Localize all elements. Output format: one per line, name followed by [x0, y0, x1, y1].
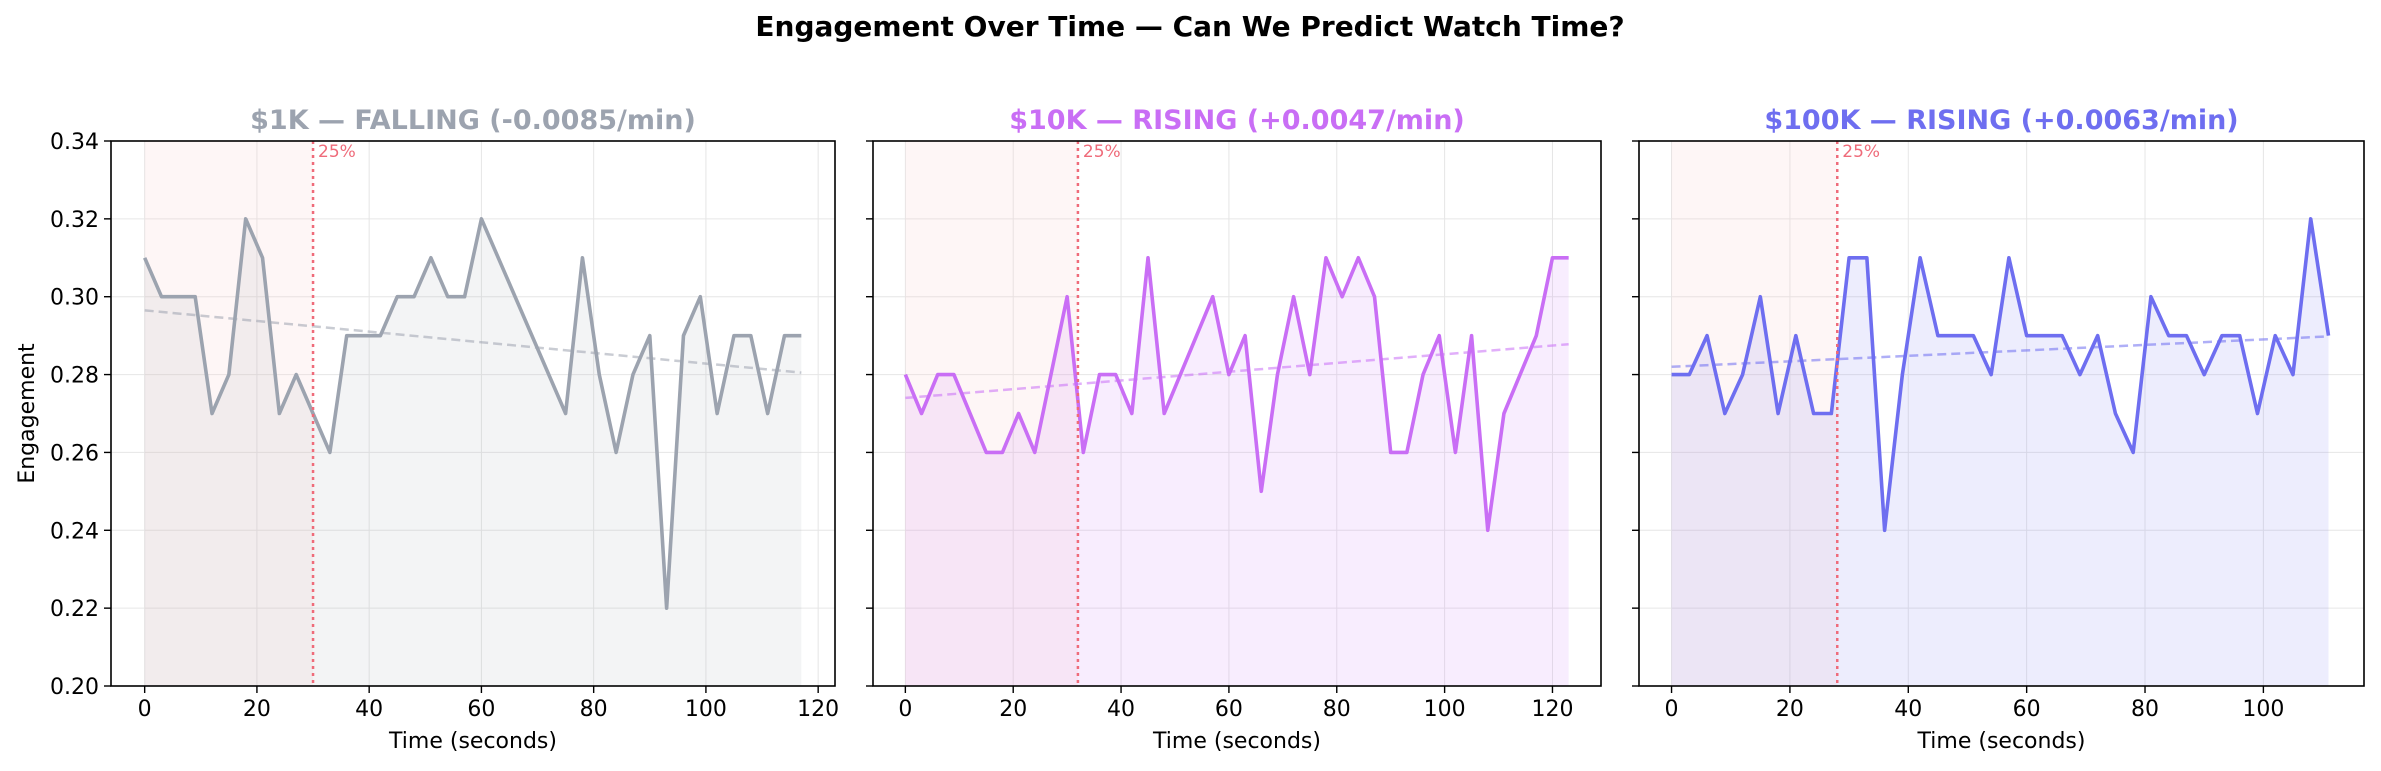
series-area-fill	[1671, 218, 2329, 686]
x-tick-label: 0	[898, 697, 912, 722]
early-region-shade	[1671, 141, 1838, 686]
x-tick-label: 60	[467, 697, 495, 722]
y-tick-label: 0.34	[50, 130, 99, 155]
x-tick-label: 60	[2013, 697, 2041, 722]
series-line	[143, 217, 802, 610]
series-area-fill	[905, 257, 1569, 686]
series-line	[1671, 217, 2331, 533]
quarter-marker-label: 25%	[1083, 142, 1121, 162]
y-tick-label: 0.22	[50, 597, 99, 622]
x-tick-label: 80	[580, 697, 608, 722]
series-line	[903, 255, 1569, 533]
chart-panel-1: 25% 0 20 40 60 80 100 120 0.20 0.22 0.24 0.26 0.28 0.…	[15, 105, 839, 754]
x-tick-label: 100	[2242, 697, 2284, 722]
chart-panel-3: 25% 0 20 40 60 80 100 $100K — RISING (+0.0063/m…	[1632, 105, 2365, 754]
x-axis-label: Time (seconds)	[1917, 729, 2086, 754]
panel-title: $100K — RISING (+0.0063/min)	[1764, 105, 2238, 136]
y-tick-label: 0.30	[50, 286, 99, 311]
x-tick-label: 100	[685, 697, 727, 722]
y-tick-label: 0.26	[50, 441, 99, 466]
x-tick-label: 0	[1665, 697, 1679, 722]
x-axis-label: Time (seconds)	[388, 729, 557, 754]
y-tick-label: 0.24	[50, 519, 99, 544]
quarter-marker-label: 25%	[1842, 142, 1880, 162]
y-tick-label: 0.32	[50, 208, 99, 233]
x-tick-label: 20	[243, 697, 271, 722]
early-region-shade	[144, 141, 314, 686]
x-tick-label: 80	[1323, 697, 1351, 722]
y-axis-label: Engagement	[15, 343, 40, 484]
x-tick-label: 100	[1424, 697, 1466, 722]
axes-frame	[110, 140, 836, 687]
axes-frame	[872, 140, 1602, 687]
x-axis-label: Time (seconds)	[1152, 729, 1321, 754]
panel-title: $10K — RISING (+0.0047/min)	[1009, 105, 1465, 136]
early-region-shade	[905, 141, 1078, 686]
axes-frame	[1638, 140, 2365, 687]
x-tick-label: 0	[138, 697, 152, 722]
x-tick-label: 40	[1894, 697, 1922, 722]
x-tick-label: 20	[999, 697, 1027, 722]
panel-title: $1K — FALLING (-0.0085/min)	[250, 105, 696, 136]
quarter-marker-label: 25%	[318, 142, 356, 162]
figure-title: Engagement Over Time — Can We Predict Wa…	[755, 10, 1624, 43]
x-tick-label: 40	[355, 697, 383, 722]
x-tick-label: 80	[2131, 697, 2159, 722]
x-tick-label: 120	[797, 697, 839, 722]
y-tick-label: 0.20	[50, 675, 99, 700]
series-area-fill	[144, 218, 802, 686]
y-tick-label: 0.28	[50, 364, 99, 389]
x-tick-label: 120	[1531, 697, 1573, 722]
x-tick-label: 40	[1107, 697, 1135, 722]
chart-panel-2: 25% 0 20 40 60 80 100 120 $10K — RISING (+0.0047…	[866, 105, 1602, 754]
trend-line	[144, 309, 802, 374]
x-tick-label: 60	[1215, 697, 1243, 722]
x-tick-label: 20	[1776, 697, 1804, 722]
trend-line	[905, 342, 1569, 400]
